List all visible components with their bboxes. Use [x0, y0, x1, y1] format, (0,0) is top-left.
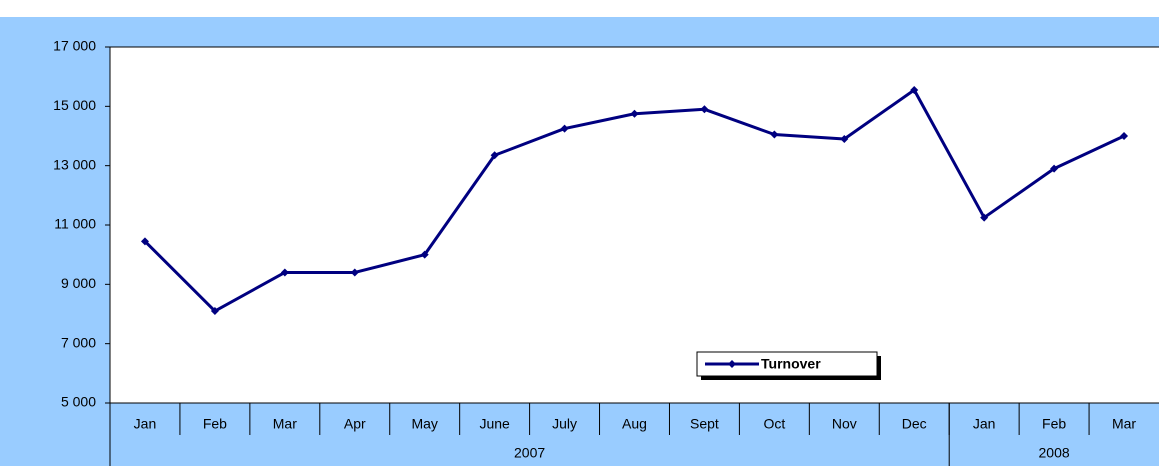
x-tick-label: Nov — [832, 416, 857, 432]
x-tick-label: Feb — [1042, 416, 1066, 432]
y-tick-label: 15 000 — [53, 97, 96, 113]
point-marker — [840, 134, 849, 143]
y-tick-label: 17 000 — [53, 38, 96, 54]
y-tick-label: 9 000 — [61, 275, 96, 291]
point-marker — [910, 86, 919, 95]
x-tick-label: July — [552, 416, 577, 432]
point-marker — [210, 307, 219, 316]
point-marker — [350, 268, 359, 277]
x-tick-label: Jan — [973, 416, 996, 432]
group-label: 2008 — [1039, 445, 1070, 461]
y-tick-label: 11 000 — [54, 216, 96, 232]
y-tick-label: 7 000 — [61, 334, 96, 350]
point-marker — [420, 250, 429, 259]
point-marker — [560, 124, 569, 133]
plot-area — [109, 46, 1159, 404]
x-tick-label: Jan — [134, 416, 157, 432]
y-tick-label: 13 000 — [53, 156, 96, 172]
point-marker — [770, 130, 779, 139]
point-marker — [1050, 164, 1059, 173]
x-tick-label: June — [479, 416, 510, 432]
point-marker — [140, 237, 149, 246]
legend-label: Turnover — [761, 356, 821, 372]
group-label: 2007 — [514, 445, 545, 461]
x-tick-label: May — [411, 416, 437, 432]
point-marker — [280, 268, 289, 277]
point-marker — [630, 109, 639, 118]
x-tick-label: Oct — [763, 416, 785, 432]
x-tick-label: Sept — [690, 416, 719, 432]
point-marker — [980, 213, 989, 222]
x-tick-label: Apr — [344, 416, 366, 432]
point-marker — [700, 105, 709, 114]
x-tick-label: Mar — [273, 416, 297, 432]
x-tick-label: Aug — [622, 416, 647, 432]
x-tick-label: Feb — [203, 416, 227, 432]
point-marker — [1120, 132, 1129, 140]
legend-marker — [728, 360, 736, 368]
x-tick-label: Dec — [902, 416, 927, 432]
point-marker — [490, 151, 499, 160]
y-tick-label: 5 000 — [61, 394, 96, 410]
x-tick-label: Mar — [1112, 416, 1136, 432]
